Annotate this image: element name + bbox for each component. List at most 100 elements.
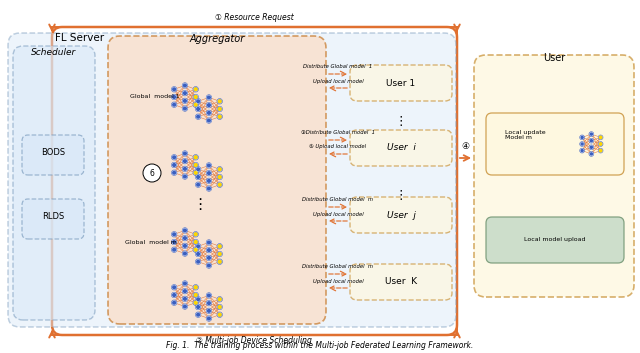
Circle shape: [218, 183, 221, 186]
Circle shape: [207, 186, 211, 191]
Circle shape: [195, 286, 197, 289]
Circle shape: [218, 306, 221, 309]
Circle shape: [600, 149, 602, 152]
Circle shape: [193, 95, 198, 99]
Circle shape: [195, 163, 197, 166]
FancyBboxPatch shape: [13, 46, 95, 320]
Circle shape: [580, 142, 584, 146]
Circle shape: [193, 247, 198, 252]
Circle shape: [218, 260, 221, 263]
Circle shape: [598, 142, 603, 146]
Circle shape: [195, 294, 197, 297]
Circle shape: [196, 114, 200, 119]
Text: Global  model m: Global model m: [125, 239, 177, 245]
Circle shape: [218, 168, 221, 171]
Circle shape: [218, 252, 222, 256]
Circle shape: [196, 312, 200, 317]
Circle shape: [182, 83, 188, 88]
Circle shape: [182, 159, 188, 163]
Circle shape: [589, 145, 593, 149]
Circle shape: [218, 305, 222, 309]
Circle shape: [207, 118, 211, 123]
Circle shape: [580, 136, 584, 139]
Text: ⋮: ⋮: [395, 114, 407, 127]
FancyBboxPatch shape: [474, 55, 634, 297]
Circle shape: [193, 293, 198, 297]
Circle shape: [193, 300, 198, 305]
Text: Aggregator: Aggregator: [189, 34, 244, 44]
FancyBboxPatch shape: [22, 199, 84, 239]
Circle shape: [172, 300, 177, 305]
Circle shape: [143, 164, 161, 182]
FancyBboxPatch shape: [486, 113, 624, 175]
Circle shape: [196, 175, 200, 179]
Circle shape: [218, 99, 222, 104]
Circle shape: [195, 241, 197, 243]
Text: ② Multi-job Device Scheduling: ② Multi-job Device Scheduling: [196, 336, 312, 345]
Circle shape: [207, 263, 211, 268]
Circle shape: [182, 174, 188, 179]
Text: FL Server: FL Server: [55, 33, 104, 43]
Text: Distribute Global model  m: Distribute Global model m: [303, 197, 374, 202]
Circle shape: [196, 107, 200, 111]
Text: User  K: User K: [385, 277, 417, 287]
Circle shape: [218, 167, 222, 172]
FancyBboxPatch shape: [350, 197, 452, 233]
Circle shape: [196, 297, 200, 301]
Circle shape: [196, 244, 200, 249]
FancyBboxPatch shape: [486, 217, 624, 263]
Text: User: User: [543, 53, 565, 63]
Circle shape: [589, 139, 593, 143]
Circle shape: [218, 298, 221, 301]
Circle shape: [600, 136, 602, 139]
Circle shape: [195, 171, 197, 174]
Circle shape: [589, 132, 593, 136]
Circle shape: [182, 98, 188, 103]
Circle shape: [182, 91, 188, 95]
Text: Upload local model: Upload local model: [312, 212, 364, 217]
Circle shape: [182, 151, 188, 156]
Circle shape: [182, 228, 188, 233]
Circle shape: [172, 87, 177, 92]
Text: Scheduler: Scheduler: [31, 48, 77, 57]
Circle shape: [172, 163, 177, 167]
Circle shape: [218, 245, 221, 248]
Circle shape: [207, 110, 211, 115]
Circle shape: [218, 107, 222, 111]
FancyBboxPatch shape: [350, 130, 452, 166]
Circle shape: [172, 95, 177, 99]
Text: Local update
Model m: Local update Model m: [505, 130, 546, 140]
Circle shape: [207, 316, 211, 321]
Text: Distribute Global model  m: Distribute Global model m: [303, 264, 374, 269]
Text: Upload local model: Upload local model: [312, 79, 364, 84]
Circle shape: [172, 155, 177, 160]
Circle shape: [193, 170, 198, 175]
Circle shape: [195, 301, 197, 304]
Circle shape: [196, 183, 200, 187]
Circle shape: [182, 167, 188, 171]
FancyBboxPatch shape: [350, 65, 452, 101]
Text: ⑤ Upload local model: ⑤ Upload local model: [309, 144, 367, 149]
Circle shape: [193, 102, 198, 107]
Circle shape: [172, 170, 177, 175]
Circle shape: [195, 96, 197, 98]
Circle shape: [580, 149, 584, 152]
Circle shape: [172, 285, 177, 289]
Circle shape: [195, 103, 197, 106]
Text: Global  model 1: Global model 1: [130, 95, 180, 100]
Circle shape: [600, 143, 602, 145]
Circle shape: [195, 233, 197, 236]
Circle shape: [193, 163, 198, 167]
Circle shape: [195, 88, 197, 91]
Text: 6: 6: [150, 168, 154, 178]
Text: User  j: User j: [387, 210, 415, 220]
Circle shape: [193, 87, 198, 92]
Text: ① Resource Request: ① Resource Request: [214, 13, 293, 22]
Circle shape: [196, 305, 200, 309]
Circle shape: [598, 149, 603, 152]
Circle shape: [207, 256, 211, 260]
Circle shape: [182, 244, 188, 248]
Circle shape: [218, 115, 221, 118]
Circle shape: [589, 152, 593, 156]
Circle shape: [196, 99, 200, 104]
